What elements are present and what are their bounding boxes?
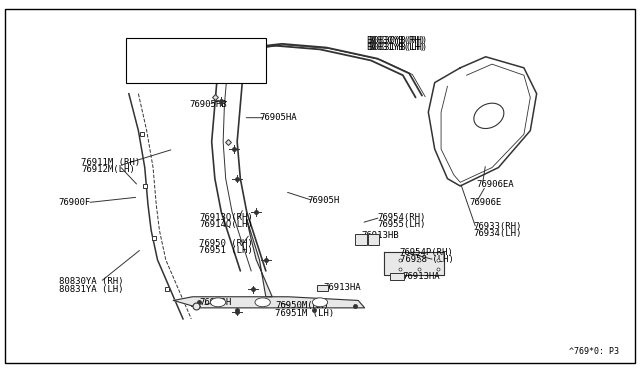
Text: 80830YA (RH): 80830YA (RH) xyxy=(59,278,124,286)
Text: 76906EA: 76906EA xyxy=(476,180,514,189)
Text: 76914Q(LH): 76914Q(LH) xyxy=(199,220,253,229)
Text: 76905HB: 76905HB xyxy=(189,100,227,109)
Text: 76905HA: 76905HA xyxy=(259,113,297,122)
Polygon shape xyxy=(173,297,365,308)
Text: 76955(LH): 76955(LH) xyxy=(378,220,426,229)
Text: B0830YB(RH): B0830YB(RH) xyxy=(368,36,427,45)
Text: 76950M(RH): 76950M(RH) xyxy=(275,301,329,311)
Polygon shape xyxy=(384,253,444,275)
Text: 76911M (RH): 76911M (RH) xyxy=(81,157,140,167)
Text: B0831YB(LH): B0831YB(LH) xyxy=(368,43,427,52)
Circle shape xyxy=(211,298,226,307)
Text: 76913HB: 76913HB xyxy=(362,231,399,240)
Text: 76958 (LH): 76958 (LH) xyxy=(399,255,453,264)
Text: USA[0893-    J 76914P(LH): USA[0893- J 76914P(LH) xyxy=(129,58,244,67)
Text: 76913Q(RH): 76913Q(RH) xyxy=(199,213,253,222)
Bar xyxy=(355,234,367,245)
Text: ^769*0: P3: ^769*0: P3 xyxy=(570,347,620,356)
Text: 76913HA: 76913HA xyxy=(323,283,361,292)
Text: 76954(RH): 76954(RH) xyxy=(378,213,426,222)
Circle shape xyxy=(312,298,328,307)
Text: 76900F: 76900F xyxy=(59,198,91,207)
Bar xyxy=(125,38,266,83)
Text: 76951 (LH): 76951 (LH) xyxy=(199,246,253,255)
Text: 76905H: 76905H xyxy=(307,196,339,205)
Text: B0831YB(LH): B0831YB(LH) xyxy=(367,43,426,52)
Text: 76913HA: 76913HA xyxy=(403,272,440,281)
Ellipse shape xyxy=(474,103,504,128)
Text: B0830YB(RH): B0830YB(RH) xyxy=(367,36,426,45)
Text: 76951M (LH): 76951M (LH) xyxy=(275,309,335,318)
Text: 80831YA (LH): 80831YA (LH) xyxy=(59,285,124,294)
Text: 76934(LH): 76934(LH) xyxy=(473,230,522,238)
Bar xyxy=(368,234,380,245)
Text: 76912M(LH): 76912M(LH) xyxy=(81,165,135,174)
Text: 76954P(RH): 76954P(RH) xyxy=(399,248,453,257)
Text: 76933(RH): 76933(RH) xyxy=(473,222,522,231)
Polygon shape xyxy=(246,219,272,297)
Circle shape xyxy=(255,298,270,307)
Text: CAN[0692-    J 76913P(RH): CAN[0692- J 76913P(RH) xyxy=(129,47,244,56)
Text: 76950 (RH): 76950 (RH) xyxy=(199,239,253,248)
Text: 76913H: 76913H xyxy=(199,298,231,307)
Bar xyxy=(390,273,404,280)
Bar xyxy=(317,285,328,291)
Text: 76906E: 76906E xyxy=(470,198,502,207)
